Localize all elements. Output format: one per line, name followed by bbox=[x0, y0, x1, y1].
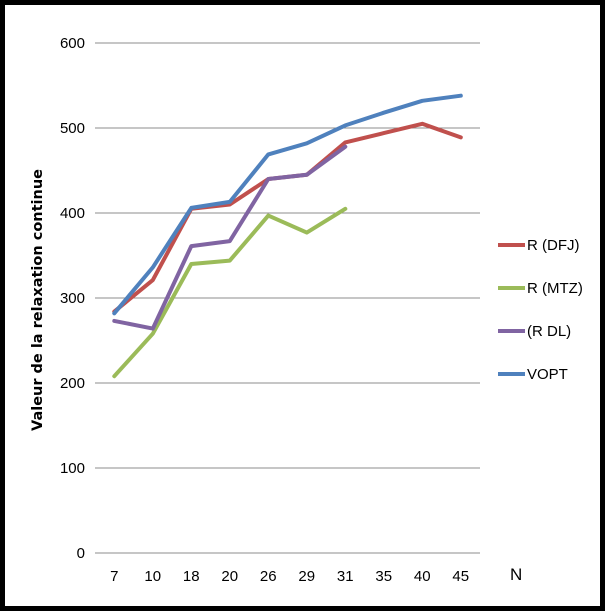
legend: R (DFJ) R (MTZ) (R DL) VOPT bbox=[498, 237, 583, 383]
x-tick-label: 29 bbox=[298, 568, 315, 585]
y-tick-labels: 0 100 200 300 400 500 600 bbox=[60, 35, 85, 562]
x-tick-label: 10 bbox=[144, 568, 161, 585]
legend-label: (R DL) bbox=[527, 323, 571, 340]
y-tick-label: 0 bbox=[77, 545, 85, 562]
y-axis-label: Valeur de la relaxation continue bbox=[30, 169, 46, 431]
y-tick-label: 100 bbox=[60, 460, 85, 477]
y-tick-label: 200 bbox=[60, 375, 85, 392]
x-axis-label: N bbox=[510, 565, 522, 584]
x-tick-label: 40 bbox=[414, 568, 431, 585]
series-line-2 bbox=[112, 206, 348, 379]
legend-label: R (MTZ) bbox=[527, 280, 583, 297]
y-tick-label: 500 bbox=[60, 120, 85, 137]
legend-label: R (DFJ) bbox=[527, 237, 580, 254]
y-tick-label: 600 bbox=[60, 35, 85, 52]
series-line-3 bbox=[112, 144, 348, 331]
y-tick-label: 400 bbox=[60, 205, 85, 222]
x-tick-label: 35 bbox=[375, 568, 392, 585]
series-lines bbox=[112, 93, 463, 379]
series-line-4 bbox=[112, 93, 463, 316]
x-tick-labels: 7 10 18 20 26 29 31 35 40 45 bbox=[110, 568, 469, 585]
x-tick-label: 31 bbox=[337, 568, 354, 585]
y-tick-label: 300 bbox=[60, 290, 85, 307]
series-line-1 bbox=[112, 121, 463, 314]
x-tick-label: 20 bbox=[221, 568, 238, 585]
gridlines bbox=[95, 42, 480, 554]
x-tick-label: 45 bbox=[452, 568, 469, 585]
x-tick-label: 7 bbox=[110, 568, 118, 585]
legend-label: VOPT bbox=[527, 366, 568, 383]
x-tick-label: 18 bbox=[183, 568, 200, 585]
x-tick-label: 26 bbox=[260, 568, 277, 585]
